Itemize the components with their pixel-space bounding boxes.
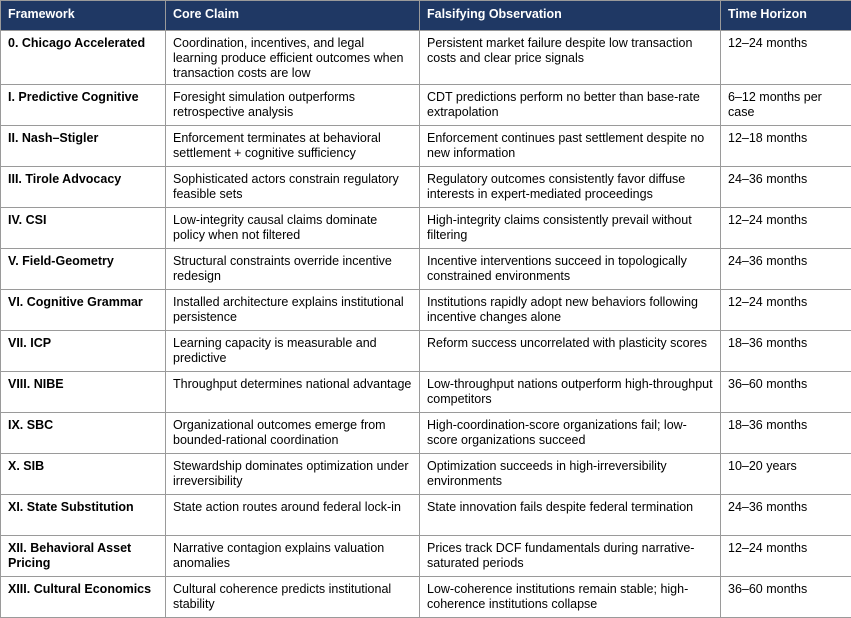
falsifying-observation-cell: Low-throughput nations outperform high-t… <box>420 372 721 413</box>
framework-cell: XI. State Substitution <box>1 495 166 536</box>
falsifying-observation-cell: Reform success uncorrelated with plastic… <box>420 331 721 372</box>
time-horizon-cell: 12–18 months <box>721 126 851 167</box>
core-claim-cell: Throughput determines national advantage <box>166 372 420 413</box>
time-horizon-cell: 36–60 months <box>721 372 851 413</box>
time-horizon-cell: 24–36 months <box>721 249 851 290</box>
falsifying-observation-cell: Regulatory outcomes consistently favor d… <box>420 167 721 208</box>
header-cell: Framework <box>1 1 166 31</box>
time-horizon-cell: 12–24 months <box>721 536 851 577</box>
header-cell: Falsifying Observation <box>420 1 721 31</box>
framework-cell: IX. SBC <box>1 413 166 454</box>
time-horizon-cell: 6–12 months per case <box>721 85 851 126</box>
falsifying-observation-cell: High-coordination-score organizations fa… <box>420 413 721 454</box>
framework-cell: II. Nash–Stigler <box>1 126 166 167</box>
core-claim-cell: Low-integrity causal claims dominate pol… <box>166 208 420 249</box>
core-claim-cell: Sophisticated actors constrain regulator… <box>166 167 420 208</box>
framework-cell: I. Predictive Cognitive <box>1 85 166 126</box>
framework-cell: 0. Chicago Accelerated <box>1 31 166 85</box>
falsifying-observation-cell: Prices track DCF fundamentals during nar… <box>420 536 721 577</box>
falsifying-observation-cell: Persistent market failure despite low tr… <box>420 31 721 85</box>
falsifying-observation-cell: State innovation fails despite federal t… <box>420 495 721 536</box>
time-horizon-cell: 24–36 months <box>721 495 851 536</box>
time-horizon-cell: 10–20 years <box>721 454 851 495</box>
framework-cell: VII. ICP <box>1 331 166 372</box>
time-horizon-cell: 36–60 months <box>721 577 851 618</box>
falsifying-observation-cell: Incentive interventions succeed in topol… <box>420 249 721 290</box>
header-row: Framework Core Claim Falsifying Observat… <box>1 1 851 31</box>
core-claim-cell: Stewardship dominates optimization under… <box>166 454 420 495</box>
falsifying-observation-cell: Institutions rapidly adopt new behaviors… <box>420 290 721 331</box>
time-horizon-cell: 12–24 months <box>721 290 851 331</box>
falsifying-observation-cell: CDT predictions perform no better than b… <box>420 85 721 126</box>
framework-cell: VI. Cognitive Grammar <box>1 290 166 331</box>
time-horizon-cell: 18–36 months <box>721 413 851 454</box>
falsifying-observation-cell: Enforcement continues past settlement de… <box>420 126 721 167</box>
framework-cell: X. SIB <box>1 454 166 495</box>
framework-cell: XII. Behavioral Asset Pricing <box>1 536 166 577</box>
core-claim-cell: State action routes around federal lock-… <box>166 495 420 536</box>
time-horizon-cell: 24–36 months <box>721 167 851 208</box>
framework-cell: VIII. NIBE <box>1 372 166 413</box>
core-claim-cell: Coordination, incentives, and legal lear… <box>166 31 420 85</box>
core-claim-cell: Foresight simulation outperforms retrosp… <box>166 85 420 126</box>
core-claim-cell: Cultural coherence predicts institutiona… <box>166 577 420 618</box>
header-cell: Core Claim <box>166 1 420 31</box>
header-cell: Time Horizon <box>721 1 851 31</box>
framework-cell: III. Tirole Advocacy <box>1 167 166 208</box>
time-horizon-cell: 12–24 months <box>721 208 851 249</box>
time-horizon-cell: 18–36 months <box>721 331 851 372</box>
core-claim-cell: Organizational outcomes emerge from boun… <box>166 413 420 454</box>
core-claim-cell: Narrative contagion explains valuation a… <box>166 536 420 577</box>
core-claim-cell: Enforcement terminates at behavioral set… <box>166 126 420 167</box>
time-horizon-cell: 12–24 months <box>721 31 851 85</box>
falsifying-observation-cell: Optimization succeeds in high-irreversib… <box>420 454 721 495</box>
core-claim-cell: Learning capacity is measurable and pred… <box>166 331 420 372</box>
core-claim-cell: Structural constraints override incentiv… <box>166 249 420 290</box>
framework-cell: IV. CSI <box>1 208 166 249</box>
framework-cell: V. Field-Geometry <box>1 249 166 290</box>
falsifying-observation-cell: High-integrity claims consistently preva… <box>420 208 721 249</box>
falsifying-observation-cell: Low-coherence institutions remain stable… <box>420 577 721 618</box>
core-claim-cell: Installed architecture explains institut… <box>166 290 420 331</box>
framework-cell: XIII. Cultural Economics <box>1 577 166 618</box>
